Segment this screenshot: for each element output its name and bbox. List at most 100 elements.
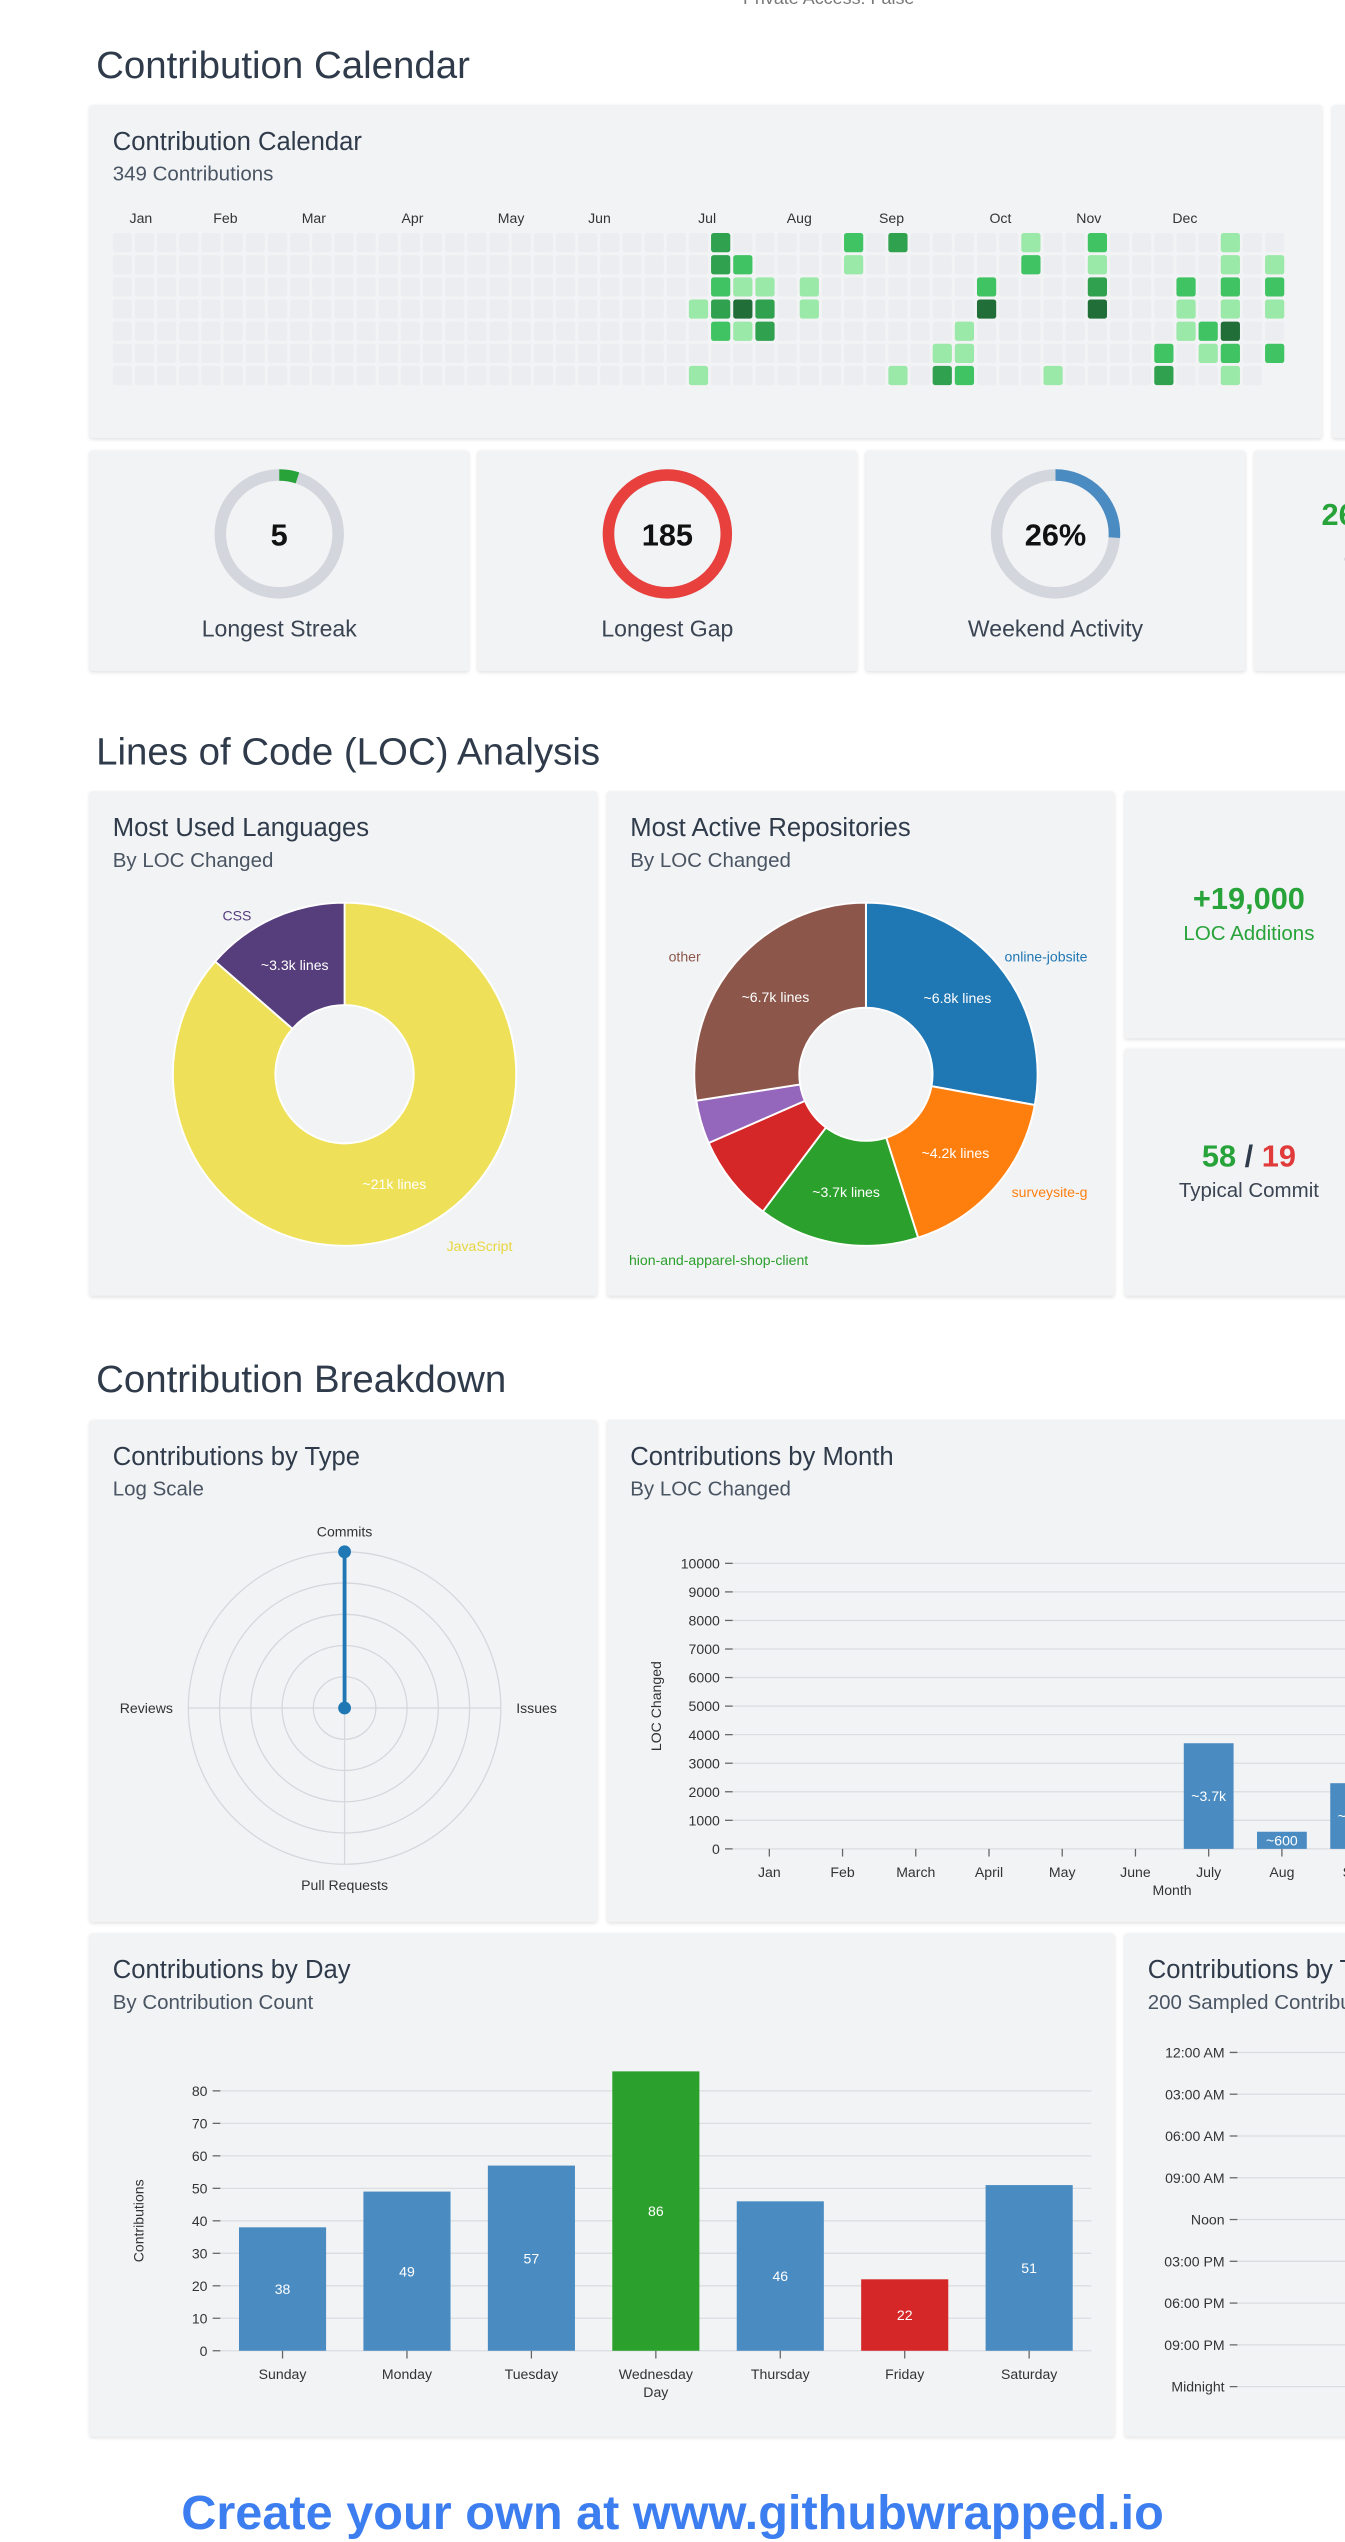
calendar-day-cell xyxy=(1198,365,1218,386)
radar-axis-label: Reviews xyxy=(120,1700,173,1716)
calendar-day-cell xyxy=(555,233,576,253)
longest-streak-value: 5 xyxy=(270,518,288,554)
calendar-day-cell xyxy=(267,233,288,253)
calendar-day-cell xyxy=(799,299,819,319)
calendar-month-label: Jul xyxy=(698,210,716,226)
calendar-day-cell xyxy=(821,277,842,297)
calendar-day-cell xyxy=(489,277,509,297)
calendar-day-cell xyxy=(223,321,243,341)
calendar-day-cell xyxy=(179,299,199,319)
x-tick-label: May xyxy=(1049,1864,1077,1880)
x-tick-label: Wednesday xyxy=(619,2366,694,2382)
calendar-day-cell xyxy=(422,321,443,341)
calendar-day-cell xyxy=(711,255,731,275)
calendar-day-cell xyxy=(267,299,288,319)
calendar-day-cell xyxy=(1065,277,1085,297)
calendar-day-cell xyxy=(755,321,775,341)
x-tick-label: Aug xyxy=(1269,1864,1294,1880)
calendar-day-cell xyxy=(157,321,177,341)
calendar-day-cell xyxy=(356,233,376,253)
calendar-day-cell xyxy=(1132,321,1152,341)
contribution-time-beeswarm: 12:00 AM 03:00 AM 06:00 AM 09:00 AM Noon 03:0… xyxy=(1164,2045,1345,2395)
calendar-day-cell xyxy=(733,299,753,319)
calendar-day-cell xyxy=(400,277,421,297)
radar-point-commits xyxy=(338,1545,351,1559)
time-tick-label: 09:00 AM xyxy=(1165,2170,1224,2186)
calendar-month-label: Dec xyxy=(1172,210,1197,226)
month-card-subtitle: By LOC Changed xyxy=(630,1478,791,1501)
calendar-day-cell xyxy=(179,277,199,297)
time-tick-label: 03:00 PM xyxy=(1164,2253,1224,2269)
typical-commit-card: 58 / 19 Typical Commit xyxy=(1124,1048,1345,1296)
footer-link[interactable]: Create your own at www.githubwrapped.io xyxy=(181,2486,1164,2541)
calendar-day-cell xyxy=(976,299,997,319)
calendar-day-cell xyxy=(688,255,709,275)
calendar-day-cell xyxy=(489,233,509,253)
calendar-day-cell xyxy=(1132,255,1152,275)
calendar-month-label: Nov xyxy=(1076,210,1101,226)
calendar-day-cell xyxy=(356,299,376,319)
calendar-day-cell xyxy=(1021,255,1041,275)
calendar-day-cell xyxy=(644,299,664,319)
donut-slice-name-label: CSS xyxy=(222,908,251,924)
calendar-day-cell xyxy=(201,255,221,275)
calendar-day-cell xyxy=(267,255,288,275)
calendar-day-cell xyxy=(733,255,753,275)
calendar-day-cell xyxy=(1198,233,1218,253)
calendar-day-cell xyxy=(976,343,997,363)
calendar-day-cell xyxy=(622,343,642,363)
calendar-day-cell xyxy=(312,255,332,275)
calendar-day-cell xyxy=(755,365,775,386)
calendar-day-cell xyxy=(1242,343,1263,363)
calendar-day-cell xyxy=(932,233,952,253)
donut-slice-name-label: surveysite-g xyxy=(1012,1184,1088,1200)
y-tick-label: 20 xyxy=(192,2278,208,2294)
calendar-day-cell xyxy=(245,343,265,363)
x-tick-label: Saturday xyxy=(1001,2366,1058,2382)
x-tick-label: Feb xyxy=(830,1864,854,1880)
calendar-day-cell xyxy=(334,255,354,275)
calendar-day-cell xyxy=(600,233,620,253)
y-tick-label: 80 xyxy=(192,2083,208,2099)
calendar-day-cell xyxy=(112,299,132,319)
calendar-day-cell xyxy=(711,321,731,341)
calendar-day-cell xyxy=(578,233,598,253)
calendar-day-cell xyxy=(1242,277,1263,297)
calendar-day-cell xyxy=(821,299,842,319)
calendar-day-cell xyxy=(1198,299,1218,319)
calendar-day-cell xyxy=(378,277,398,297)
calendar-day-cell xyxy=(976,277,997,297)
calendar-day-cell xyxy=(1198,277,1218,297)
donut-slice xyxy=(761,1126,920,1247)
calendar-day-cell xyxy=(932,277,952,297)
bar-data-label: 86 xyxy=(648,2203,664,2219)
monthly-loc-bar-chart: 0 1000 2000 3000 4000 5000 6000 7000 8000 9000 100… xyxy=(648,1555,1345,1898)
calendar-day-cell xyxy=(755,233,775,253)
typical-commit-additions: 58 xyxy=(1201,1139,1237,1175)
calendar-day-cell xyxy=(489,321,509,341)
calendar-day-cell xyxy=(290,277,310,297)
radar-axis-label: Issues xyxy=(516,1700,557,1716)
calendar-day-cell xyxy=(1265,343,1285,363)
calendar-day-cell xyxy=(1154,255,1174,275)
calendar-day-cell xyxy=(533,343,553,363)
y-tick-label: 7000 xyxy=(689,1641,720,1657)
top-fragment: Private Access: False xyxy=(743,0,914,8)
calendar-day-cell xyxy=(1109,277,1130,297)
calendar-day-cell xyxy=(733,321,753,341)
calendar-day-cell xyxy=(245,277,265,297)
bar-data-label: 22 xyxy=(897,2307,913,2323)
donut-slice xyxy=(884,1085,1036,1239)
y-axis-label: Contributions xyxy=(130,2179,146,2262)
calendar-day-cell xyxy=(821,321,842,341)
calendar-day-cell xyxy=(422,233,443,253)
time-tick-label: 12:00 AM xyxy=(1165,2045,1224,2061)
calendar-day-cell xyxy=(777,299,797,319)
calendar-day-cell xyxy=(555,255,576,275)
y-tick-label: 10 xyxy=(192,2310,208,2326)
loc-additions-value: +19,000 xyxy=(1192,882,1305,917)
calendar-day-cell xyxy=(666,365,686,386)
calendar-day-cell xyxy=(467,255,487,275)
calendar-day-cell xyxy=(1109,299,1130,319)
calendar-day-cell xyxy=(1176,365,1196,386)
